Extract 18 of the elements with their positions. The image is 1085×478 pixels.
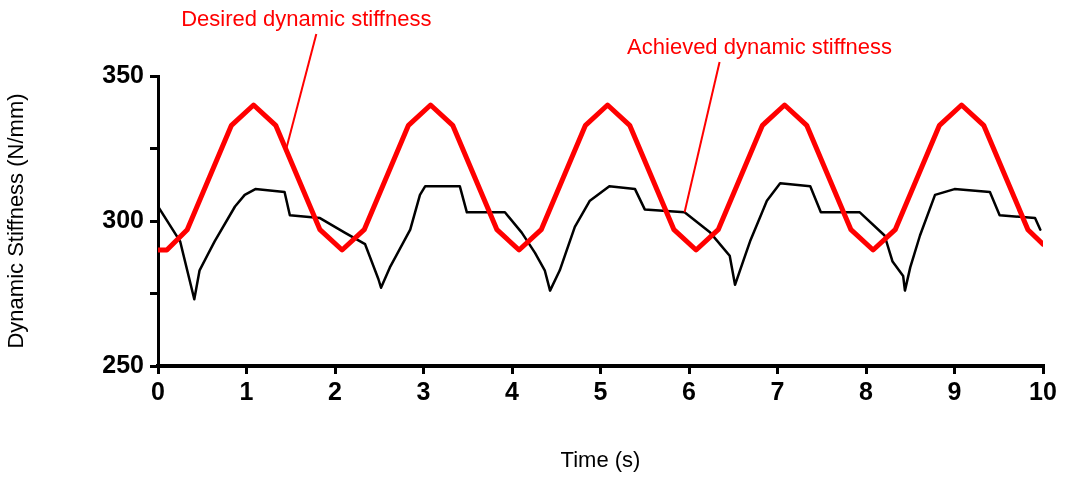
x-tick-label: 3 [416,376,431,405]
x-tick-label: 10 [1029,376,1057,405]
annotation: Desired dynamic stiffness [181,6,432,32]
y-tick-label: 300 [102,204,144,233]
y-axis-title: Dynamic Stiffness (N/mm) [3,93,29,349]
x-tick-label: 4 [505,376,520,405]
x-tick-label: 1 [239,376,254,405]
x-axis-title: Time (s) [560,446,641,472]
x-tick-label: 2 [328,376,342,405]
x-tick-label: 7 [770,376,785,405]
annotation: Achieved dynamic stiffness [627,34,893,60]
x-tick-label: 6 [682,376,696,405]
x-tick-label: 8 [859,376,874,405]
x-tick-label: 5 [593,376,608,405]
y-tick-label: 350 [102,59,144,88]
x-tick-label: 0 [151,376,165,405]
y-tick-label: 250 [102,349,144,378]
x-tick-label: 9 [947,376,962,405]
